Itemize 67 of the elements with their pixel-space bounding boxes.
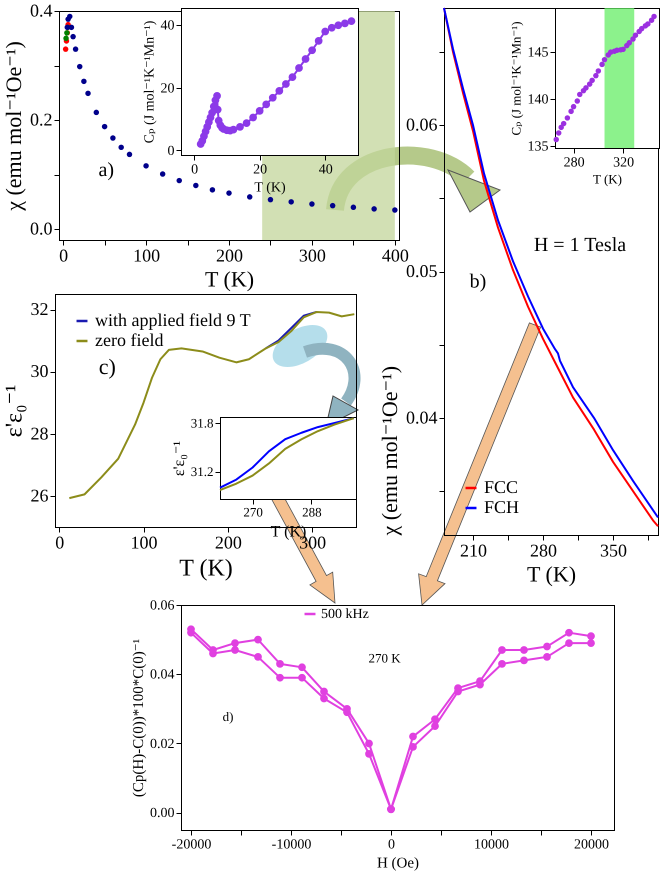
y-tick-label: 145	[528, 46, 548, 61]
y-axis-title: χ (emu mol⁻¹Oe⁻¹)	[1, 41, 26, 212]
y-tick-label: 20	[160, 81, 174, 96]
y-axis-title: ε'ε₀⁻¹	[2, 384, 28, 438]
x-tick-label: 350	[600, 540, 627, 560]
x-tick-label: 280	[530, 540, 557, 560]
x-tick-label: 270	[243, 504, 263, 520]
y-tick-label: 0	[168, 144, 174, 159]
y-tick-label: 0.06	[406, 114, 438, 135]
annotation: a)	[98, 159, 114, 182]
x-axis-title: T (K)	[254, 180, 286, 196]
y-tick-label: 40	[160, 18, 174, 34]
y-tick-label: 32	[30, 299, 48, 320]
annotation: b)	[470, 270, 486, 293]
x-tick-label: 210	[460, 540, 487, 560]
x-tick-label: 20	[253, 162, 268, 178]
x-tick-label: 200	[214, 532, 242, 552]
y-tick-label: 0.4	[30, 0, 52, 20]
x-tick-label: -20000	[172, 838, 212, 852]
y-tick-label: 0.06	[150, 598, 174, 614]
legend-label: FCC	[484, 477, 518, 497]
x-tick-label: 20000	[574, 838, 609, 852]
annotation: 270 K	[368, 650, 402, 666]
y-tick-label: 0.00	[150, 806, 174, 822]
y-axis-title: χ (emu mol⁻¹Oe⁻¹)	[377, 366, 402, 536]
x-tick-label: 200	[216, 246, 243, 266]
legend-label: FCH	[484, 497, 520, 517]
x-tick-label: 280	[564, 156, 585, 170]
x-axis-title: H (Oe)	[376, 856, 420, 872]
y-tick-label: 0.2	[30, 110, 52, 130]
y-tick-label: 31.2	[190, 464, 214, 480]
y-axis-title: (Cp(H)-C(0))*100*C(0)⁻¹	[131, 638, 147, 798]
x-tick-label: 300	[298, 246, 326, 266]
y-tick-label: 26	[30, 485, 48, 506]
x-tick-label: 0	[59, 246, 68, 266]
y-tick-label: 28	[30, 423, 48, 444]
y-axis-title: ε'ε₀⁻¹	[170, 440, 188, 476]
y-tick-label: 0.04	[406, 407, 438, 428]
annotation: H = 1 Tesla	[534, 234, 626, 256]
x-tick-label: 0	[388, 838, 395, 852]
x-axis-title: T (K)	[592, 172, 622, 186]
x-tick-label: 40	[318, 162, 333, 178]
x-axis-title: T (K)	[526, 562, 576, 586]
y-tick-label: 0.04	[150, 668, 174, 683]
annotation: d)	[222, 708, 234, 724]
y-tick-label: 0.0	[30, 218, 52, 239]
y-tick-label: 0.02	[150, 736, 174, 752]
x-tick-label: 10000	[474, 838, 509, 852]
legend-label: with applied field 9 T	[95, 310, 251, 330]
x-tick-label: 100	[133, 246, 160, 266]
legend-label: 500 kHz	[321, 607, 369, 622]
y-tick-label: 140	[528, 92, 548, 108]
x-tick-label: 288	[302, 504, 322, 520]
y-tick-label: 0.05	[406, 261, 438, 281]
x-tick-label: 100	[130, 532, 158, 552]
x-axis-title: T (K)	[179, 556, 233, 582]
annotation: c)	[98, 354, 116, 380]
x-axis-title: T (K)	[204, 266, 254, 292]
x-tick-label: -10000	[272, 838, 312, 852]
y-axis-title: Cₚ (J mol⁻¹K⁻¹Mn⁻¹)	[142, 20, 158, 144]
x-tick-label: 400	[382, 246, 409, 266]
x-tick-label: 320	[613, 156, 634, 170]
y-tick-label: 135	[528, 140, 548, 155]
y-axis-title: Cₚ (J mol⁻¹K⁻¹Mn⁻¹)	[508, 21, 524, 136]
y-tick-label: 30	[30, 361, 48, 382]
legend-label: zero field	[95, 330, 164, 350]
y-tick-label: 31.8	[190, 416, 214, 431]
